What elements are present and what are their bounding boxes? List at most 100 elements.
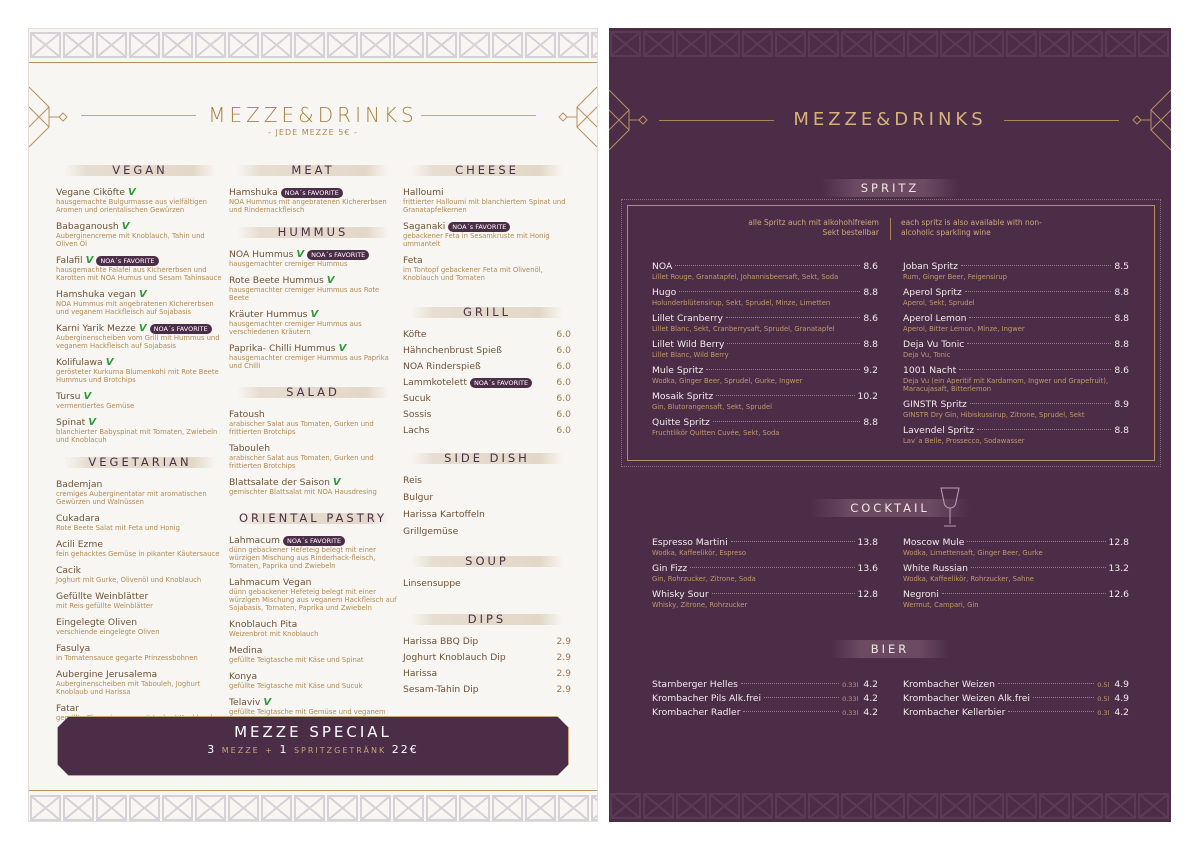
- section-vegetarian: VEGETARIAN Bademjan cremiges Auberginentat…: [56, 454, 224, 722]
- menu-title: MEZZE&DRINKS: [793, 109, 987, 130]
- dotted-leader: [740, 683, 840, 684]
- vegan-icon: V: [105, 357, 114, 368]
- drink-row: Starnberger Helles 0.33l 4.2: [652, 679, 878, 691]
- item-name: Feta: [403, 255, 423, 266]
- item-name: Cukadara: [56, 513, 100, 524]
- offer-count: 3: [207, 743, 217, 756]
- drink-row: Krombacher Pils Alk.frei 0.33l 4.2: [652, 693, 878, 705]
- dotted-leader: [727, 343, 861, 344]
- drink-name: Gin Fizz: [652, 563, 688, 574]
- item-description: arabischer Salat aus Tomaten, Gurken und…: [229, 420, 374, 436]
- item-name-row: NOA Rinderspieß 6.0: [403, 361, 571, 372]
- item-name: Hähnchenbrust Spieß: [403, 345, 502, 356]
- drink-name: Krombacher Kellerbier: [903, 707, 1006, 718]
- item-description: gerösteter Kurkuma Blumenkohl mit Rote B…: [56, 368, 219, 384]
- drink-row: Moscow Mule 12.8: [903, 537, 1129, 549]
- item-name-row: Hamshuka NOA´s FAVORITE: [229, 187, 397, 198]
- drink-volume: 0.33l: [842, 709, 859, 717]
- section-title: VEGAN: [112, 163, 168, 177]
- vegan-icon: V: [121, 221, 130, 232]
- item-name-row: Grillgemüse: [403, 526, 571, 537]
- dotted-leader: [679, 291, 861, 292]
- section-meat: MEAT Hamshuka NOA´s FAVORITE NOA Hummus mit…: [229, 162, 397, 214]
- item-name-row: NOA Hummus V NOA´s FAVORITE: [229, 249, 397, 260]
- ornament-icon: [609, 89, 648, 151]
- item-description: Joghurt mit Gurke, Olivenöl und Knoblauc…: [56, 576, 202, 584]
- vegan-icon: V: [139, 289, 147, 300]
- drink-row: Lillet Cranberry 8.6: [652, 313, 878, 325]
- item-description: hausgemachte Bulgurmasse aus vielfältige…: [56, 198, 207, 214]
- ornament-icon: [558, 86, 597, 148]
- item-name: Bademjan: [56, 479, 103, 490]
- item-name: Cacik: [56, 565, 81, 576]
- drink-item: Lillet Wild Berry 8.8 Lillet Blanc, Wild B…: [652, 339, 878, 359]
- item-name: Knoblauch Pita: [229, 619, 298, 630]
- menu-item: Lammkotelett NOA´s FAVORITE 6.0: [403, 377, 571, 388]
- drink-name: White Russian: [903, 563, 969, 574]
- dotted-leader: [969, 403, 1112, 404]
- item-name: Sucuk: [403, 393, 431, 404]
- item-price: 2.9: [556, 636, 571, 647]
- item-description: in Tomatensauce gegarte Prinzessbohnen: [56, 654, 198, 662]
- item-name: Lahmacum Vegan: [229, 577, 312, 588]
- drink-description: Lillet Blanc, Sekt, Cranberrysaft, Sprud…: [652, 325, 835, 333]
- drink-price: 13.2: [1108, 563, 1129, 574]
- drink-row: Lillet Wild Berry 8.8: [652, 339, 878, 351]
- drink-item: Krombacher Pils Alk.frei 0.33l 4.2: [652, 693, 878, 705]
- item-name: Saganaki: [403, 221, 446, 232]
- item-name: Rote Beete Hummus: [229, 275, 324, 286]
- section-heading: ORIENTAL PASTRY: [229, 510, 397, 526]
- drink-name: Deja Vu Tonic: [903, 339, 965, 350]
- item-name-row: Linsensuppe: [403, 578, 571, 589]
- section-title: MEAT: [291, 163, 335, 177]
- section-heading: MEAT: [229, 162, 397, 178]
- drink-price: 8.8: [1114, 313, 1129, 324]
- menu-item: Linsensuppe: [403, 578, 571, 589]
- item-description: arabischer Salat aus Tomaten, Gurken und…: [229, 454, 374, 470]
- item-name: Grillgemüse: [403, 526, 459, 537]
- menu-subtitle: - JEDE MEZZE 5€ -: [268, 128, 358, 137]
- item-name: Hamshuka vegan: [56, 289, 137, 300]
- vegan-icon: V: [128, 187, 136, 198]
- item-name-row: Halloumi: [403, 187, 571, 198]
- drink-item: Aperol Spritz 8.8 Aperol, Sekt, Sprudel: [903, 287, 1129, 307]
- section-heading: SALAD: [229, 384, 397, 400]
- dotted-leader: [969, 317, 1112, 318]
- drink-item: Quitte Spritz 8.8 Fruchtlikör Quitten Cuvé…: [652, 417, 878, 437]
- item-description: hausgemachter cremiger Hummus aus Rote B…: [229, 286, 380, 302]
- drink-item: Krombacher Kellerbier 0.3l 4.2: [903, 707, 1129, 719]
- drink-description: Gin, Rohrzucker, Zitrone, Soda: [652, 575, 756, 583]
- drink-row: Krombacher Radler 0.33l 4.2: [652, 707, 878, 719]
- menu-item: Harissa 2.9: [403, 668, 571, 679]
- dotted-leader: [967, 343, 1112, 344]
- item-description: Auberginenscheiben vom Grill mit Hummus …: [56, 334, 220, 350]
- item-description: gefüllte Teigtasche mit Käse und Sucuk: [229, 682, 363, 690]
- item-name: Lammkotelett: [403, 377, 467, 388]
- vegan-icon: V: [310, 309, 319, 320]
- drink-row: White Russian 13.2: [903, 563, 1129, 575]
- item-name: Harissa: [403, 668, 438, 679]
- item-name: Paprika- Chilli Hummus: [229, 343, 336, 354]
- item-name-row: Fatoush: [229, 409, 397, 420]
- menu-item: Sesam-Tahin Dip 2.9: [403, 684, 571, 695]
- section-title: CHEESE: [455, 163, 519, 177]
- item-name-row: Fasulya: [56, 643, 224, 654]
- drink-item: Hugo 8.8 Holunderblütensirup, Sekt, Sprude…: [652, 287, 878, 307]
- drink-price: 12.8: [1108, 537, 1129, 548]
- vegan-icon: V: [138, 323, 147, 334]
- drink-name: Krombacher Weizen Alk.frei: [903, 693, 1030, 704]
- drink-description: Holunderblütensirup, Sekt, Sprudel, Minz…: [652, 299, 831, 307]
- drink-description: Fruchtlikör Quitten Cuvée, Sekt, Soda: [652, 429, 780, 437]
- drink-price: 4.2: [1114, 707, 1129, 718]
- menu-item: Knoblauch Pita Weizenbrot mit Knoblauch: [229, 619, 397, 638]
- menu-column: CHEESE Halloumi frittierter Halloumi mit b…: [403, 162, 571, 709]
- section-grill: GRILL Köfte 6.0 Hähnchenbrust Spieß 6.0 NOA R…: [403, 304, 571, 436]
- section-oriental-pastry: ORIENTAL PASTRY Lahmacum NOA´s FAVORITE dün…: [229, 510, 397, 724]
- item-name-row: Gefüllte Weinblätter: [56, 591, 224, 602]
- menu-item: Sucuk 6.0: [403, 393, 571, 404]
- favorite-badge: NOA´s FAVORITE: [96, 255, 159, 266]
- item-description: vermentiertes Gemüse: [56, 402, 135, 410]
- item-name-row: Köfte 6.0: [403, 329, 571, 340]
- drink-price: 12.6: [1108, 589, 1129, 600]
